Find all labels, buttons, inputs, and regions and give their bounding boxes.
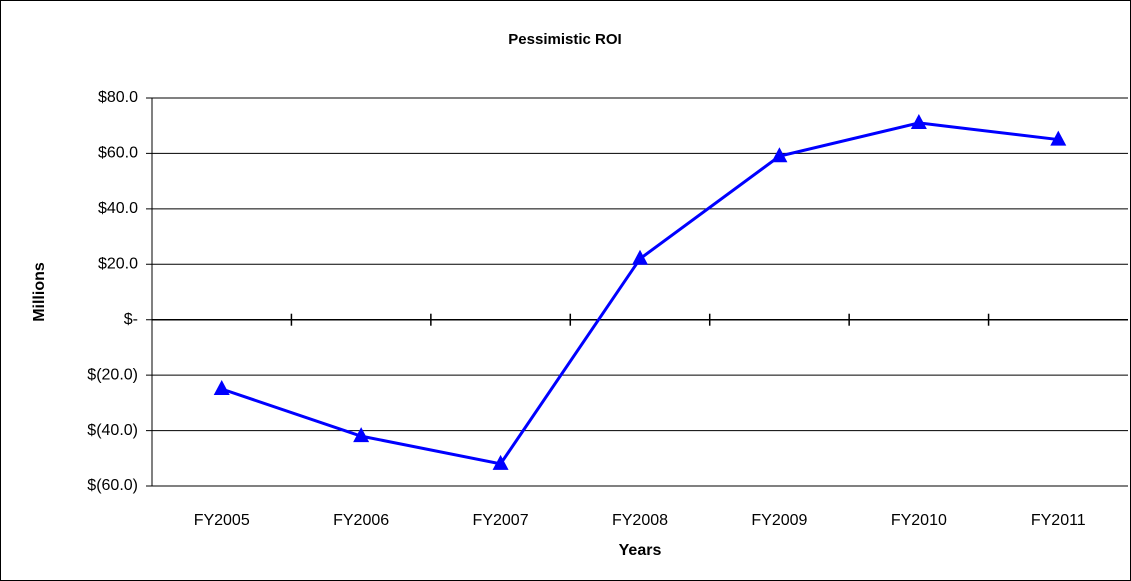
x-tick-label: FY2011 xyxy=(1031,512,1086,529)
y-tick-label: $80.0 xyxy=(98,89,138,106)
y-axis-label: Millions xyxy=(31,262,48,322)
y-tick-label: $(20.0) xyxy=(87,366,138,383)
x-tick-label: FY2005 xyxy=(194,512,250,529)
point-marker xyxy=(492,454,509,470)
x-tick-label: FY2009 xyxy=(751,512,807,529)
y-tick-label: $(60.0) xyxy=(87,477,138,494)
x-tick-label: FY2007 xyxy=(473,512,529,529)
x-tick-label: FY2006 xyxy=(333,512,389,529)
point-marker xyxy=(213,380,230,395)
point-marker xyxy=(632,249,648,265)
point-marker xyxy=(1050,130,1067,146)
x-tick-label: FY2008 xyxy=(612,512,668,529)
y-tick-label: $60.0 xyxy=(98,145,138,162)
x-tick-label: FY2010 xyxy=(891,512,947,529)
point-marker xyxy=(910,113,927,129)
point-marker xyxy=(353,427,370,443)
point-marker xyxy=(771,147,788,163)
chart-title: Pessimistic ROI xyxy=(508,31,621,48)
y-tick-label: $- xyxy=(124,311,138,328)
y-tick-label: $40.0 xyxy=(98,200,138,217)
y-tick-label: $(40.0) xyxy=(87,422,138,439)
x-axis-label: Years xyxy=(619,542,662,559)
y-tick-label: $20.0 xyxy=(98,256,138,273)
